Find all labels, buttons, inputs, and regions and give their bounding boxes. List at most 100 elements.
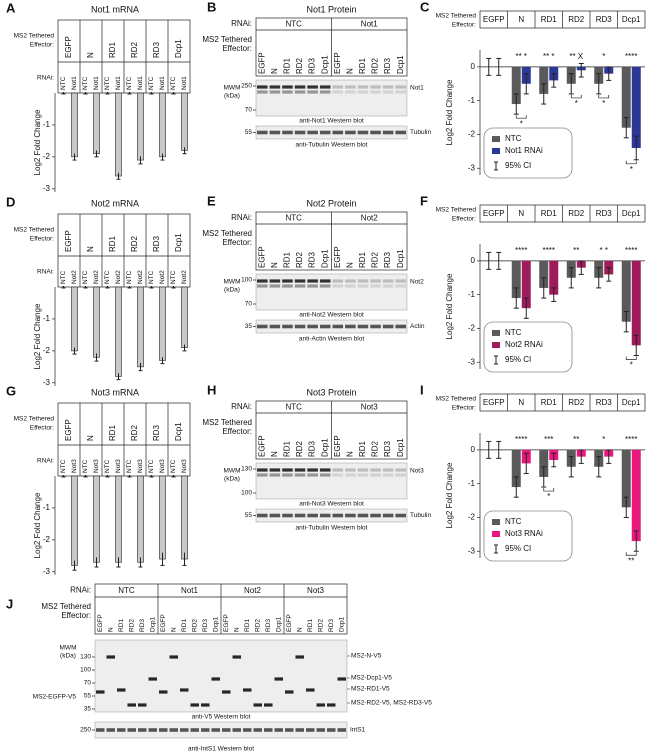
- significance-label: ** *: [543, 52, 555, 61]
- lane-name: RD2: [317, 619, 324, 632]
- panel-label: E: [207, 193, 216, 208]
- y-tick-label: -2: [43, 152, 51, 161]
- lane-name: RD3: [308, 251, 317, 268]
- legend-label: Not1 RNAi: [505, 146, 543, 155]
- significance-bracket: [625, 552, 637, 556]
- mwm-label: (kDa): [60, 653, 76, 660]
- rnai-name: NTC: [104, 459, 111, 473]
- significance-label: ****: [625, 52, 637, 61]
- effector-name: N: [86, 435, 95, 441]
- blot-band: [382, 279, 394, 283]
- rnai-name: NTC: [170, 270, 177, 284]
- lane-name: Dcp1: [396, 249, 405, 268]
- significance-label: ****: [515, 435, 527, 444]
- blot-band: [319, 130, 331, 135]
- legend-label: NTC: [505, 517, 522, 526]
- blot-band: [382, 468, 394, 472]
- blot-caption: anti-Not1 Western blot: [299, 118, 364, 125]
- band-label: IntS1: [350, 727, 366, 734]
- effector-name: RD3: [152, 235, 161, 252]
- lane-name: RD3: [383, 440, 392, 457]
- blot-band: [257, 473, 268, 477]
- effector-label: Effector:: [222, 238, 252, 247]
- group-name: NTC: [286, 403, 303, 412]
- bar: [115, 286, 122, 377]
- blot-band: [357, 85, 369, 89]
- bar: [159, 286, 166, 361]
- bar: [631, 66, 641, 148]
- y-tick-label: -3: [43, 184, 51, 193]
- blot-band: [337, 728, 346, 732]
- bar: [631, 260, 641, 346]
- blot-band: [257, 90, 268, 94]
- mwm-label: (kDa): [224, 287, 240, 294]
- effector-name: RD3: [596, 209, 613, 218]
- bar: [71, 286, 78, 352]
- effector-name: Dcp1: [174, 233, 183, 252]
- effector-label: Effector:: [222, 427, 252, 436]
- blot-band: [319, 279, 331, 283]
- lane-name: RD3: [202, 619, 209, 632]
- blot-band: [327, 703, 336, 707]
- effector-name: N: [86, 246, 95, 252]
- rnai-name: Not3: [115, 459, 122, 473]
- marker-label: 100: [80, 667, 91, 674]
- lane-name: RD1: [118, 619, 125, 632]
- effector-label: MS2 Tethered: [14, 33, 55, 40]
- blot-band: [382, 130, 394, 135]
- blot-band: [253, 703, 262, 707]
- blot-band: [316, 703, 325, 707]
- lane-name: RD2: [295, 440, 304, 457]
- significance-bracket: [625, 160, 637, 165]
- significance-label: ****: [625, 246, 637, 255]
- marker-label: 130: [241, 466, 252, 473]
- rnai-name: NTC: [126, 270, 133, 284]
- blot-band: [282, 324, 293, 329]
- blot-band: [96, 690, 105, 694]
- bar: [71, 475, 78, 566]
- lane-name: EGFP: [333, 435, 342, 457]
- lane-name: RD1: [358, 57, 367, 74]
- blot-band: [269, 473, 281, 477]
- blot-band: [395, 90, 406, 94]
- rnai-name: Not2: [181, 270, 188, 284]
- bar: [71, 92, 78, 158]
- mwm-label: MWM: [224, 468, 241, 475]
- legend-box: [483, 321, 573, 373]
- significance-label: *: [602, 52, 605, 61]
- rnai-name: Not3: [181, 459, 188, 473]
- effector-name: EGFP: [64, 36, 73, 58]
- legend-swatch: [492, 136, 500, 142]
- blot-band: [345, 468, 356, 472]
- y-tick-label: 0: [471, 256, 476, 265]
- blot-band: [138, 703, 147, 707]
- effector-name: EGFP: [64, 419, 73, 441]
- significance-label: ** X: [569, 52, 583, 61]
- blot-band: [307, 468, 318, 472]
- lane-name: RD1: [244, 619, 251, 632]
- effector-name: EGFP: [64, 230, 73, 252]
- effector-label: Effector:: [452, 22, 476, 29]
- lane-name: RD3: [139, 619, 146, 632]
- band-label: MS2-EGFP-V5: [33, 694, 77, 701]
- bar: [621, 66, 631, 128]
- blot-band: [282, 513, 293, 518]
- y-tick-label: 0: [471, 445, 476, 454]
- blot-band: [274, 728, 283, 732]
- group-name: Not3: [361, 403, 378, 412]
- blot-band: [169, 655, 178, 659]
- blot-band: [201, 728, 210, 732]
- band-label: Actin: [410, 323, 425, 330]
- rnai-label: RNAi:: [37, 75, 54, 82]
- blot-image: [255, 462, 408, 500]
- legend-label: 95% CI: [505, 355, 531, 364]
- bar: [181, 475, 188, 560]
- effector-name: RD3: [596, 15, 613, 24]
- blot-band: [264, 703, 273, 707]
- lane-name: Dcp1: [149, 616, 156, 632]
- blot-band: [357, 324, 369, 329]
- marker-label: 55: [245, 129, 253, 136]
- lane-name: RD2: [128, 619, 135, 632]
- blot-band: [395, 284, 406, 288]
